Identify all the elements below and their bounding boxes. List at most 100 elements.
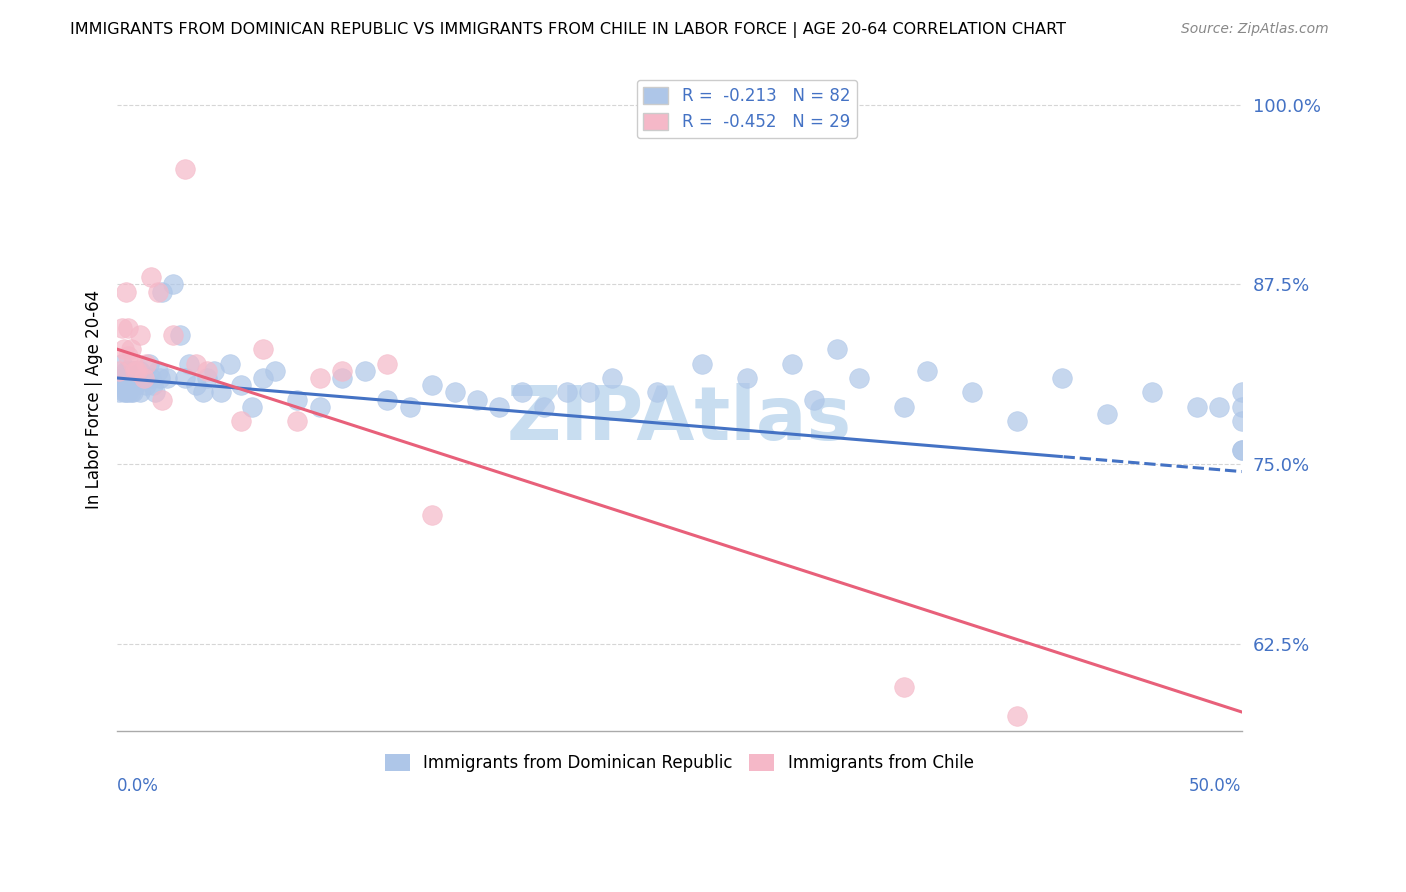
Point bbox=[117, 385, 139, 400]
Point bbox=[915, 364, 938, 378]
Point bbox=[202, 364, 225, 378]
Point bbox=[128, 327, 150, 342]
Text: IMMIGRANTS FROM DOMINICAN REPUBLIC VS IMMIGRANTS FROM CHILE IN LABOR FORCE | AGE: IMMIGRANTS FROM DOMINICAN REPUBLIC VS IM… bbox=[70, 22, 1066, 38]
Point bbox=[488, 400, 510, 414]
Point bbox=[398, 400, 420, 414]
Point bbox=[115, 364, 138, 378]
Point bbox=[330, 371, 353, 385]
Point bbox=[173, 162, 195, 177]
Point bbox=[124, 378, 146, 392]
Point bbox=[960, 385, 983, 400]
Point bbox=[142, 378, 165, 392]
Point bbox=[252, 342, 274, 356]
Point bbox=[112, 371, 135, 385]
Point bbox=[375, 392, 398, 407]
Point bbox=[139, 371, 162, 385]
Point bbox=[893, 400, 915, 414]
Point bbox=[150, 392, 173, 407]
Point bbox=[240, 400, 263, 414]
Point bbox=[420, 378, 443, 392]
Point bbox=[285, 392, 308, 407]
Point bbox=[195, 371, 218, 385]
Point bbox=[117, 320, 139, 334]
Point bbox=[122, 385, 145, 400]
Point bbox=[1005, 709, 1028, 723]
Point bbox=[150, 285, 173, 299]
Point bbox=[191, 385, 214, 400]
Point bbox=[134, 371, 156, 385]
Point bbox=[128, 364, 150, 378]
Point bbox=[1230, 400, 1253, 414]
Point bbox=[803, 392, 825, 407]
Point bbox=[1005, 414, 1028, 428]
Point bbox=[443, 385, 465, 400]
Text: Source: ZipAtlas.com: Source: ZipAtlas.com bbox=[1181, 22, 1329, 37]
Point bbox=[375, 357, 398, 371]
Point bbox=[1185, 400, 1208, 414]
Point bbox=[1095, 407, 1118, 421]
Point bbox=[115, 385, 138, 400]
Point bbox=[145, 385, 167, 400]
Point bbox=[111, 357, 134, 371]
Point bbox=[1230, 442, 1253, 457]
Point bbox=[111, 371, 134, 385]
Point bbox=[229, 378, 252, 392]
Point bbox=[108, 385, 131, 400]
Point bbox=[893, 681, 915, 695]
Point bbox=[112, 342, 135, 356]
Point bbox=[1050, 371, 1073, 385]
Point bbox=[122, 371, 145, 385]
Point bbox=[120, 364, 142, 378]
Point bbox=[510, 385, 533, 400]
Point bbox=[139, 270, 162, 285]
Point bbox=[111, 320, 134, 334]
Point bbox=[173, 371, 195, 385]
Point bbox=[645, 385, 668, 400]
Point bbox=[1140, 385, 1163, 400]
Point bbox=[156, 371, 179, 385]
Text: 50.0%: 50.0% bbox=[1189, 777, 1241, 795]
Point bbox=[117, 364, 139, 378]
Point bbox=[149, 371, 172, 385]
Point bbox=[128, 385, 150, 400]
Point bbox=[117, 371, 139, 385]
Point bbox=[112, 385, 135, 400]
Point bbox=[122, 357, 145, 371]
Point bbox=[1230, 385, 1253, 400]
Point bbox=[308, 371, 330, 385]
Point bbox=[108, 364, 131, 378]
Point bbox=[184, 378, 207, 392]
Point bbox=[195, 364, 218, 378]
Legend: R =  -0.213   N = 82, R =  -0.452   N = 29: R = -0.213 N = 82, R = -0.452 N = 29 bbox=[637, 80, 856, 138]
Point bbox=[138, 357, 160, 371]
Point bbox=[162, 277, 184, 292]
Point bbox=[308, 400, 330, 414]
Point bbox=[117, 350, 139, 364]
Point bbox=[146, 285, 169, 299]
Text: ZIPAtlas: ZIPAtlas bbox=[506, 383, 852, 456]
Point bbox=[115, 378, 138, 392]
Point bbox=[848, 371, 870, 385]
Point bbox=[146, 364, 169, 378]
Point bbox=[112, 378, 135, 392]
Point bbox=[127, 364, 149, 378]
Point bbox=[263, 364, 285, 378]
Text: 0.0%: 0.0% bbox=[117, 777, 159, 795]
Point bbox=[578, 385, 600, 400]
Point bbox=[353, 364, 375, 378]
Point bbox=[600, 371, 623, 385]
Point bbox=[690, 357, 713, 371]
Point bbox=[134, 371, 156, 385]
Point bbox=[209, 385, 232, 400]
Point bbox=[120, 342, 142, 356]
Point bbox=[162, 327, 184, 342]
Point bbox=[735, 371, 758, 385]
Point bbox=[465, 392, 488, 407]
Point bbox=[533, 400, 555, 414]
Point bbox=[127, 371, 149, 385]
Point bbox=[555, 385, 578, 400]
Point bbox=[229, 414, 252, 428]
Point bbox=[252, 371, 274, 385]
Point bbox=[169, 327, 191, 342]
Point bbox=[135, 357, 157, 371]
